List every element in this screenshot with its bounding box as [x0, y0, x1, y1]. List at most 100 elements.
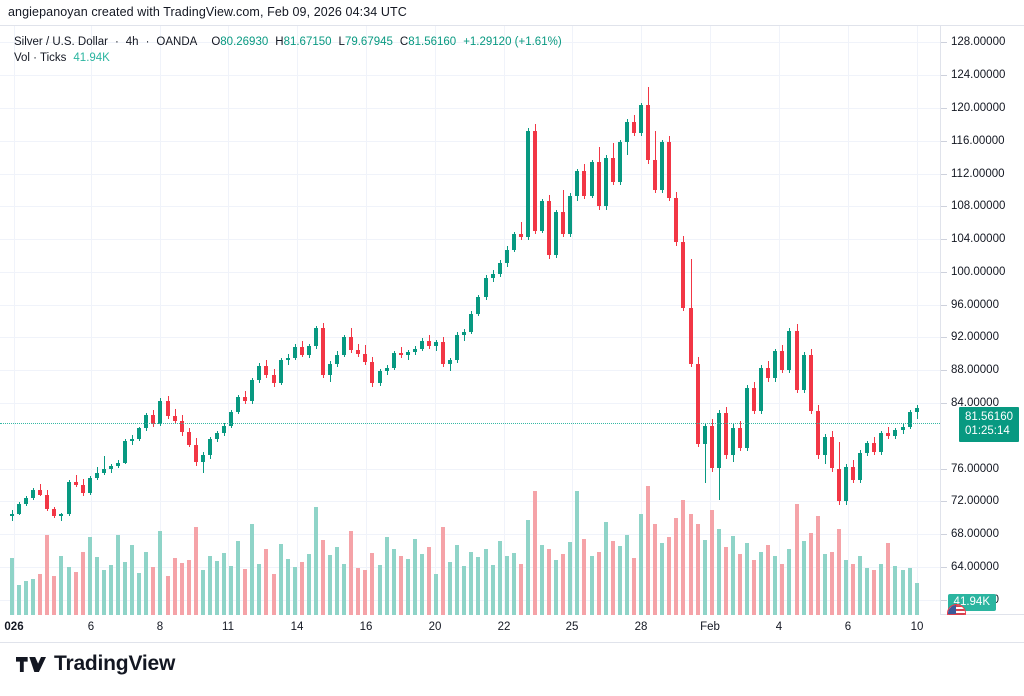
candle-body: [758, 367, 764, 412]
price-axis[interactable]: 128.00000 124.00000 120.00000 116.00000 112.…: [940, 25, 1024, 623]
grid-line-vertical: [91, 26, 92, 616]
candle-body: [652, 160, 658, 190]
volume-bar: [744, 543, 750, 616]
volume-bar: [878, 564, 884, 616]
volume-bar: [673, 518, 679, 616]
candle-body: [504, 249, 510, 263]
candle-body: [900, 426, 906, 430]
volume-bar: [758, 551, 764, 616]
candle-body: [610, 157, 616, 182]
candle-body: [695, 363, 701, 444]
volume-bar: [829, 551, 835, 616]
candle-body: [263, 366, 269, 376]
legend-symbol[interactable]: Silver / U.S. Dollar: [14, 36, 108, 48]
volume-bar: [603, 522, 609, 616]
volume-bar: [179, 562, 185, 616]
legend-separator-2: ·: [145, 36, 150, 48]
candle-body: [596, 162, 602, 207]
volume-bar: [285, 558, 291, 616]
candle-body: [744, 388, 750, 448]
volume-bar: [695, 524, 701, 616]
tradingview-wordmark: TradingView: [54, 652, 176, 675]
candle-body: [51, 509, 57, 517]
candle-body: [108, 466, 114, 470]
price-axis-tick: [941, 304, 947, 306]
volume-bar: [426, 547, 432, 616]
candle-body: [313, 328, 319, 347]
legend-interval[interactable]: 4h: [125, 36, 139, 48]
candle-body: [843, 466, 849, 502]
volume-bar: [334, 547, 340, 616]
volume-bar: [384, 536, 390, 616]
volume-bar: [58, 555, 64, 616]
grid-line-vertical: [572, 26, 573, 616]
candle-wick: [521, 221, 522, 240]
price-axis-tick: [941, 402, 947, 404]
candle-body: [581, 171, 587, 196]
grid-line-horizontal: [0, 304, 940, 306]
volume-bar: [836, 528, 842, 616]
volume-bar: [751, 559, 757, 616]
candle-body: [772, 351, 778, 379]
legend-volume-value: 41.94K: [73, 52, 110, 64]
candle-body: [73, 482, 79, 485]
volume-bar: [892, 566, 898, 616]
candle-body: [709, 425, 715, 469]
price-axis-tick: [941, 173, 947, 175]
candle-wick: [61, 512, 62, 521]
volume-bar: [801, 541, 807, 616]
volume-bar: [115, 534, 121, 616]
volume-bar: [186, 559, 192, 616]
time-axis-tick-label: 4: [775, 621, 783, 633]
candle-body: [299, 347, 305, 355]
candle-body: [822, 436, 828, 456]
time-axis[interactable]: 026 6 8 11 14 16 20 22 25 28 Feb 4 6 10: [0, 615, 1024, 643]
candle-body: [285, 357, 291, 361]
candle-body: [426, 340, 432, 346]
candle-body: [80, 484, 86, 494]
volume-bar: [391, 549, 397, 616]
volume-bar: [150, 567, 156, 616]
volume-bar: [504, 555, 510, 616]
volume-bar: [320, 540, 326, 616]
volume-bar: [143, 551, 149, 616]
candle-body: [256, 366, 262, 380]
candle-body: [539, 201, 545, 231]
candle-body: [9, 513, 15, 517]
candle-body: [645, 105, 651, 161]
candle-body: [815, 411, 821, 456]
chart-plot-area[interactable]: Silver / U.S. Dollar · 4h · OANDA O80.26930 H8…: [0, 25, 940, 617]
grid-line-vertical: [160, 26, 161, 616]
volume-bar: [207, 555, 213, 616]
price-axis-tick: [941, 566, 947, 568]
price-axis-tick: [941, 140, 947, 142]
candle-body: [136, 428, 142, 439]
candle-body: [589, 162, 595, 196]
volume-bar: [843, 559, 849, 616]
candle-body: [702, 425, 708, 444]
volume-bar: [306, 553, 312, 616]
volume-bar: [271, 574, 277, 616]
volume-bar: [779, 564, 785, 616]
candle-body: [348, 337, 354, 350]
legend-main-row: Silver / U.S. Dollar · 4h · OANDA O80.26930 H8…: [14, 34, 562, 50]
price-axis-tick: [941, 271, 947, 273]
volume-bar: [560, 553, 566, 616]
candle-body: [801, 354, 807, 390]
price-axis-tick-label: 88.00000: [951, 364, 999, 377]
volume-bar: [525, 520, 531, 616]
candle-body: [553, 212, 559, 256]
volume-bar: [511, 552, 517, 616]
price-axis-tick: [941, 239, 947, 241]
grid-line-horizontal: [0, 75, 940, 77]
candle-body: [518, 234, 524, 237]
candle-body: [560, 212, 566, 235]
legend-volume-label[interactable]: Vol · Ticks: [14, 52, 67, 64]
legend-volume-row: Vol · Ticks 41.94K: [14, 50, 562, 66]
volume-bar: [737, 553, 743, 616]
grid-line-horizontal: [0, 534, 940, 536]
price-axis-tick-label: 104.00000: [951, 233, 1006, 246]
candle-wick: [705, 422, 706, 484]
time-axis-tick-label: 25: [565, 621, 579, 633]
